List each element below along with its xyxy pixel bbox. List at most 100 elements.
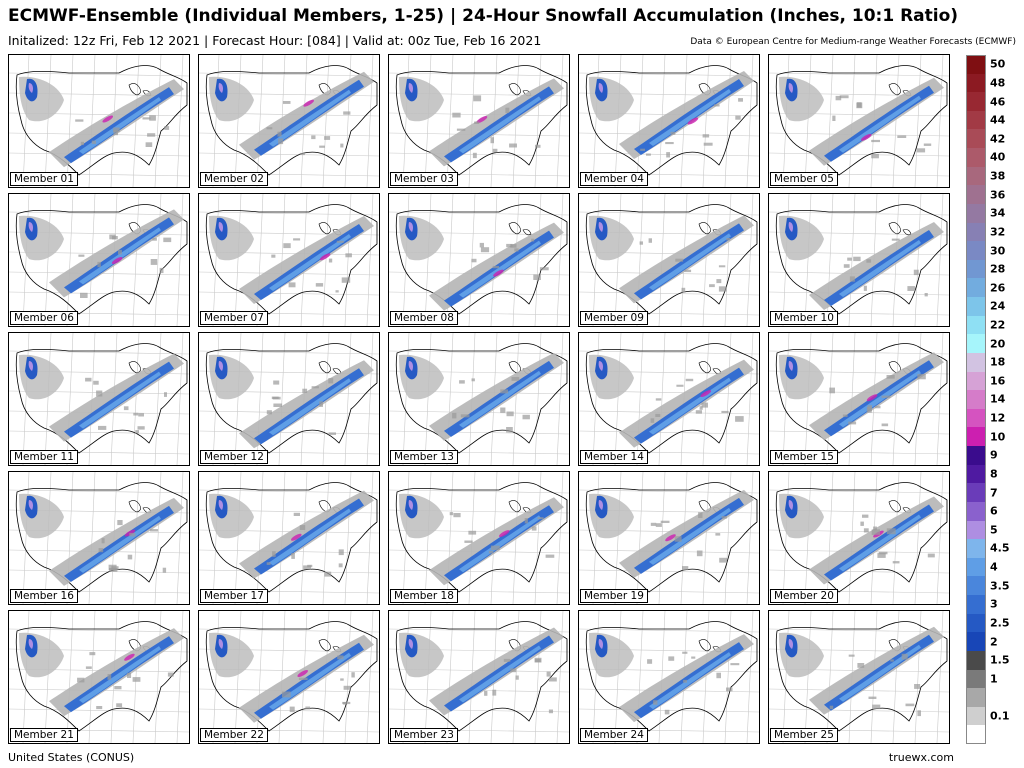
legend-entry xyxy=(966,688,1018,707)
member-label: Member 04 xyxy=(580,172,648,186)
member-label: Member 01 xyxy=(10,172,78,186)
legend-value: 38 xyxy=(990,169,1006,183)
legend-entry: 3 xyxy=(966,595,1018,614)
member-panel[interactable]: Member 19 xyxy=(578,471,760,605)
snowfall-map xyxy=(389,194,569,326)
member-panel[interactable]: Member 06 xyxy=(8,193,190,327)
legend-swatch xyxy=(966,595,986,614)
snowfall-map xyxy=(199,55,379,187)
legend-swatch xyxy=(966,73,986,93)
member-panel[interactable]: Member 10 xyxy=(768,193,950,327)
member-panel[interactable]: Member 11 xyxy=(8,332,190,466)
legend-value: 3.5 xyxy=(990,579,1010,593)
legend-entry: 12 xyxy=(966,408,1018,428)
legend-entry: 14 xyxy=(966,390,1018,409)
member-label: Member 25 xyxy=(770,728,838,742)
legend-swatch xyxy=(966,557,986,577)
member-panel[interactable]: Member 23 xyxy=(388,610,570,744)
member-panel[interactable]: Member 18 xyxy=(388,471,570,605)
legend-value: 12 xyxy=(990,411,1006,425)
legend-swatch xyxy=(966,241,986,260)
legend-swatch xyxy=(966,297,986,316)
member-panel[interactable]: Member 24 xyxy=(578,610,760,744)
member-panel[interactable]: Member 15 xyxy=(768,332,950,466)
legend-value: 3 xyxy=(990,597,998,611)
member-panel[interactable]: Member 12 xyxy=(198,332,380,466)
legend-value: 10 xyxy=(990,430,1006,444)
member-panel[interactable]: Member 03 xyxy=(388,54,570,188)
member-panel[interactable]: Member 04 xyxy=(578,54,760,188)
site-credit[interactable]: truewx.com xyxy=(888,751,954,764)
member-panel[interactable]: Member 13 xyxy=(388,332,570,466)
member-label: Member 07 xyxy=(200,311,268,325)
snowfall-map xyxy=(769,611,949,743)
legend-entry: 32 xyxy=(966,222,1018,242)
snowfall-map xyxy=(389,611,569,743)
snowfall-map xyxy=(199,333,379,465)
legend-value: 42 xyxy=(990,132,1006,146)
legend-entry: 1 xyxy=(966,669,1018,689)
legend-value: 46 xyxy=(990,95,1006,109)
legend-value: 24 xyxy=(990,299,1006,313)
legend-entry: 4.5 xyxy=(966,539,1018,558)
member-panel[interactable]: Member 20 xyxy=(768,471,950,605)
member-label: Member 13 xyxy=(390,450,458,464)
legend-entry: 38 xyxy=(966,166,1018,186)
legend-entry: 6 xyxy=(966,501,1018,521)
member-label: Member 06 xyxy=(10,311,78,325)
legend-value: 7 xyxy=(990,486,998,500)
legend-swatch xyxy=(966,222,986,242)
legend-swatch xyxy=(966,203,986,223)
legend-value: 16 xyxy=(990,374,1006,388)
legend-entry: 7 xyxy=(966,483,1018,502)
member-panel[interactable]: Member 25 xyxy=(768,610,950,744)
snowfall-map xyxy=(579,194,759,326)
data-credit: Data © European Centre for Medium-range … xyxy=(690,37,1016,47)
snowfall-map xyxy=(9,333,189,465)
member-panel[interactable]: Member 05 xyxy=(768,54,950,188)
member-panel[interactable]: Member 16 xyxy=(8,471,190,605)
member-panel[interactable]: Member 07 xyxy=(198,193,380,327)
legend-entry: 30 xyxy=(966,241,1018,260)
legend-value: 22 xyxy=(990,318,1006,332)
legend-value: 32 xyxy=(990,225,1006,239)
member-panel[interactable]: Member 14 xyxy=(578,332,760,466)
member-panel[interactable]: Member 17 xyxy=(198,471,380,605)
snowfall-map xyxy=(199,472,379,604)
member-label: Member 02 xyxy=(200,172,268,186)
snowfall-map xyxy=(579,55,759,187)
snowfall-map xyxy=(769,55,949,187)
snowfall-map xyxy=(769,333,949,465)
legend-swatch xyxy=(966,669,986,689)
legend-entry: 2.5 xyxy=(966,613,1018,633)
legend-entry: 28 xyxy=(966,259,1018,279)
ensemble-panel-grid: Member 01 Member 02 Member 03 Member 04 Memb… xyxy=(8,54,956,746)
member-label: Member 09 xyxy=(580,311,648,325)
snowfall-map xyxy=(769,472,949,604)
member-label: Member 24 xyxy=(580,728,648,742)
legend-value: 26 xyxy=(990,281,1006,295)
member-panel[interactable]: Member 09 xyxy=(578,193,760,327)
member-label: Member 22 xyxy=(200,728,268,742)
legend-value: 8 xyxy=(990,467,998,481)
member-panel[interactable]: Member 22 xyxy=(198,610,380,744)
legend-value: 5 xyxy=(990,523,998,537)
snowfall-map xyxy=(769,194,949,326)
legend-value: 9 xyxy=(990,448,998,462)
legend-entry: 42 xyxy=(966,129,1018,149)
legend-value: 36 xyxy=(990,188,1006,202)
member-panel[interactable]: Member 02 xyxy=(198,54,380,188)
legend-swatch xyxy=(966,55,986,74)
member-panel[interactable]: Member 01 xyxy=(8,54,190,188)
member-label: Member 15 xyxy=(770,450,838,464)
member-panel[interactable]: Member 21 xyxy=(8,610,190,744)
legend-swatch xyxy=(966,352,986,372)
legend-entry xyxy=(966,725,1018,744)
legend-value: 44 xyxy=(990,113,1006,127)
legend-swatch xyxy=(966,539,986,558)
snowfall-map xyxy=(579,611,759,743)
snowfall-map xyxy=(389,333,569,465)
member-panel[interactable]: Member 08 xyxy=(388,193,570,327)
legend-value: 2 xyxy=(990,635,998,649)
legend-entry: 5 xyxy=(966,520,1018,540)
